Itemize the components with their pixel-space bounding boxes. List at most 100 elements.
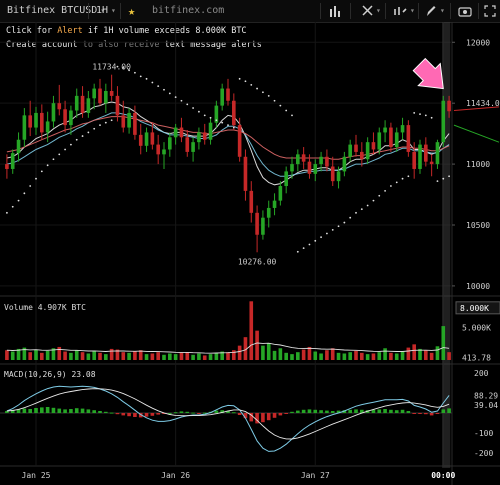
alert-banner[interactable]: Click for Alert if 1H volume exceeds 8.0… [6,26,247,36]
candle-body [40,112,44,133]
candle [342,151,347,177]
macd-histogram-bar [214,410,219,413]
crosshair-icon[interactable]: ▾ [360,0,381,22]
camera-icon[interactable] [458,0,472,22]
macd-histogram-bar [237,413,242,415]
macd-last-value: 23.08 [71,370,96,379]
volume-bar [383,348,387,360]
candle-body [138,134,143,146]
volume-bar [162,354,166,360]
volume-bar [45,350,50,360]
candle [220,83,224,111]
candle [418,139,422,174]
volume-bar [243,337,248,360]
chevron-down-icon: ▾ [410,6,415,15]
volume-tick-label: 8.000K [460,304,489,313]
volume-bar [214,352,219,360]
volume-bar [365,354,370,360]
candle [168,132,172,157]
candle-body [307,161,312,174]
candle [80,86,85,118]
volume-bar [138,350,143,360]
candle-body [45,121,50,133]
candle-body [330,166,335,182]
volume-bar [447,352,451,360]
sar-point [40,170,43,173]
sar-point [262,91,264,94]
sar-point [390,185,392,187]
volume-last-value: 4.907K BTC [37,303,86,312]
pencil-icon[interactable]: ▾ [425,0,445,22]
macd-histogram-bar [220,410,224,413]
sar-point [174,96,177,98]
sar-point [238,77,241,80]
sar-point [401,177,404,180]
sar-point [424,114,427,117]
volume-bar [266,343,271,360]
volume-indicator-label: Volume 4.907K BTC [4,303,86,312]
volume-bar [296,352,300,360]
sar-point [6,211,8,214]
macd-histogram-bar [168,413,172,414]
macd-histogram-bar [400,409,405,413]
sar-point [308,243,311,246]
create-account-link[interactable]: Create account [6,40,78,50]
sar-point [203,114,206,117]
sar-point [302,247,305,250]
sar-point [343,221,346,224]
macd-histogram-bar [348,409,352,413]
macd-title: MACD(10,26,9) [4,370,67,379]
candle [237,117,242,162]
macd-histogram-bar [383,409,387,413]
candle-body [441,100,446,143]
chart-labels: 11734.00 10276.00 [92,63,276,267]
candle-body [389,127,393,148]
symbol-selector[interactable]: Bitfinex BTCUSD ▾ [7,0,105,22]
candle [348,139,352,162]
macd-histogram-bar [406,411,411,413]
volume-bar [150,353,155,360]
volume-bar [429,352,434,360]
indicators-icon[interactable] [328,0,342,22]
volume-bar [424,350,428,360]
candle-body [342,156,347,172]
macd-histogram-bar [138,413,143,418]
compare-icon[interactable]: ▾ [393,0,415,22]
macd-histogram-bar [371,409,376,413]
volume-bar [197,353,201,360]
sar-point [23,192,26,195]
account-to-also: to also [77,40,124,50]
star-icon[interactable]: ★ [128,4,136,18]
interval-selector[interactable]: 1H ▾ [96,0,116,22]
volume-bar [360,352,364,360]
macd-histogram-bar [249,413,254,422]
candle-body [197,132,201,143]
alert-prefix: Click for [6,26,58,36]
volume-bar [284,352,288,360]
toolbar-divider [88,3,89,19]
macd-indicator-label: MACD(10,26,9) 23.08 [4,370,96,379]
account-banner: Create account to also receive text mess… [6,40,262,50]
expand-icon[interactable] [484,0,496,22]
sar-point [75,138,78,141]
candle-body [278,186,283,201]
candle [127,108,131,134]
macd-histogram-bar [185,411,190,413]
candle [313,159,318,182]
macd-histogram-bar [429,413,434,416]
macd-histogram-bar [173,412,178,414]
volume-bar [220,351,224,360]
candle-body [377,132,382,150]
candle-body [86,98,91,113]
price-annotation: 11734.00 [92,63,131,72]
macd-histogram-bar [162,413,166,414]
sar-point [93,127,96,130]
toolbar-divider [478,3,479,19]
candles-layer [5,74,451,253]
candle [57,84,62,116]
candle [16,132,21,162]
macd-histogram-bar [336,410,341,413]
parabolic-sar [6,65,450,253]
alert-link[interactable]: Alert [57,26,83,36]
